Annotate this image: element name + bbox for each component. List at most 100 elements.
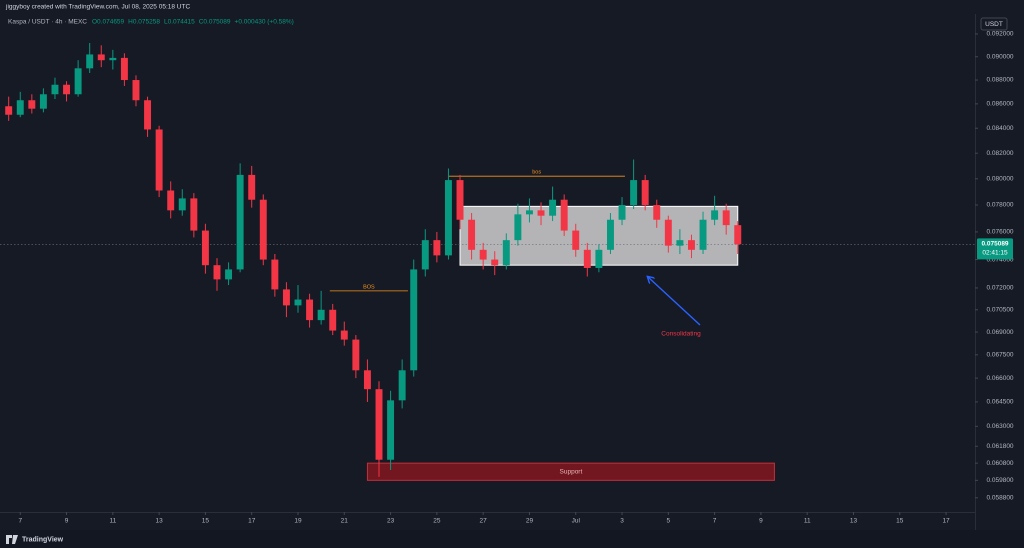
x-tick-label: 15 — [896, 518, 904, 525]
candle-body — [5, 106, 13, 115]
candle-body — [282, 289, 290, 306]
x-tick-label: 17 — [942, 518, 950, 525]
y-tick-label: 0.064500 — [986, 399, 1013, 406]
brand: TradingView — [22, 536, 64, 543]
candle-body — [363, 370, 371, 390]
candle-body — [306, 299, 314, 321]
x-tick-label: 21 — [341, 518, 349, 525]
y-tick-label: 0.063000 — [986, 423, 1013, 430]
candle-body — [16, 100, 24, 115]
x-tick-label: 13 — [850, 518, 858, 525]
candle-body — [248, 174, 256, 200]
x-tick-label: 11 — [804, 518, 811, 525]
candle-body — [641, 180, 649, 206]
footer-bar — [0, 530, 1024, 548]
candle-body — [155, 129, 163, 191]
candle-body — [213, 265, 221, 280]
x-tick-label: Jul — [572, 518, 581, 525]
ohlc-value: L0.074415 — [164, 19, 195, 26]
candle-body — [63, 84, 71, 95]
countdown: 02:41:15 — [982, 250, 1008, 257]
y-tick-label: 0.074000 — [986, 256, 1013, 263]
y-tick-label: 0.072000 — [986, 285, 1013, 292]
support-label: Support — [560, 468, 583, 475]
candle-body — [444, 180, 452, 256]
candle-body — [398, 370, 406, 401]
candle-body — [711, 210, 719, 220]
y-tick-label: 0.080000 — [986, 176, 1013, 183]
y-tick-label: 0.082000 — [986, 150, 1013, 157]
support-zone — [366, 462, 775, 481]
y-tick-label: 0.070500 — [986, 306, 1013, 313]
candle-body — [352, 339, 360, 371]
y-tick-label: 0.058800 — [986, 495, 1013, 502]
x-tick-label: 13 — [156, 518, 164, 525]
candle-body — [595, 249, 603, 269]
candle-body — [225, 269, 233, 280]
y-tick-label: 0.066000 — [986, 375, 1013, 382]
candle-body — [329, 309, 337, 331]
candle-body — [97, 54, 105, 61]
x-tick-label: 29 — [526, 518, 534, 525]
candle-body — [39, 94, 47, 109]
candle-body — [734, 225, 742, 245]
y-tick-label: 0.092000 — [986, 31, 1013, 38]
candle-body — [178, 198, 186, 211]
candle-body — [236, 174, 244, 270]
candle-body — [583, 249, 591, 269]
ohlc-value: H0.075258 — [128, 19, 160, 26]
y-tick-label: 0.090000 — [986, 53, 1013, 60]
y-tick-label: 0.086000 — [986, 101, 1013, 108]
candle-body — [387, 400, 395, 460]
candle-body — [271, 259, 279, 290]
x-tick-label: 7 — [18, 518, 22, 525]
y-tick-label: 0.061800 — [986, 443, 1013, 450]
x-tick-label: 11 — [109, 518, 116, 525]
candle-body — [664, 219, 672, 246]
x-tick-label: 23 — [387, 518, 395, 525]
credit: jiggyboy created with TradingView.com, J… — [5, 4, 190, 11]
note: Consolidating — [661, 331, 701, 338]
x-tick-label: 27 — [480, 518, 488, 525]
y-tick-label: 0.059800 — [986, 477, 1013, 484]
currency: USDT — [985, 21, 1003, 28]
candle-body — [572, 230, 580, 250]
last-price-box — [977, 238, 1013, 260]
x-tick-label: 3 — [620, 518, 624, 525]
x-tick-label: 9 — [759, 518, 763, 525]
y-tick-label: 0.088000 — [986, 77, 1013, 84]
y-tick-label: 0.060800 — [986, 460, 1013, 467]
symbol: Kaspa / USDT · 4h · MEXC — [8, 19, 87, 26]
candle-body — [375, 389, 383, 460]
y-tick-label: 0.076000 — [986, 229, 1013, 236]
candle-body — [514, 214, 522, 241]
brand-logo — [6, 535, 18, 544]
candle-body — [491, 259, 499, 266]
candle-body — [722, 210, 730, 226]
candle-body — [676, 240, 684, 246]
candle-body — [560, 199, 568, 231]
y-tick-label: 0.067500 — [986, 352, 1013, 359]
candle-body — [606, 219, 614, 250]
candle-body — [86, 54, 94, 69]
candle-body — [410, 269, 418, 371]
candle-body — [468, 219, 476, 250]
candle-body — [699, 219, 707, 250]
x-tick-label: 25 — [433, 518, 441, 525]
last-price-label: 0.075089 — [981, 241, 1008, 248]
ohlc-value: C0.075089 — [199, 19, 231, 26]
y-tick-label: 0.069000 — [986, 329, 1013, 336]
candle-body — [525, 210, 533, 215]
candle-body — [51, 84, 59, 95]
candle-body — [144, 100, 152, 130]
candle-body — [537, 210, 545, 216]
x-tick-label: 15 — [202, 518, 210, 525]
candle-body — [421, 240, 429, 270]
candle-body — [618, 205, 626, 220]
arrow — [648, 277, 701, 326]
candle-body — [502, 240, 510, 266]
candle-body — [294, 299, 302, 306]
candle-body — [120, 57, 128, 81]
